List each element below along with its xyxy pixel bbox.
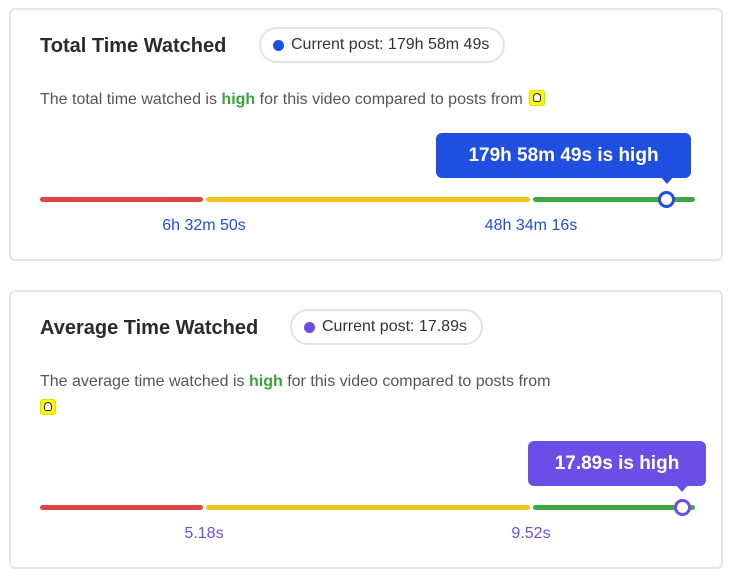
current-post-label: Current post: 17.89s [322,318,467,335]
tick-low-label: 5.18s [184,525,224,542]
card-title: Average Time Watched [40,317,259,339]
value-tooltip: 17.89s is high [528,441,706,493]
tooltip-pointer [675,484,689,492]
current-value-marker [658,191,675,208]
range-low-segment [40,505,203,510]
value-tooltip: 179h 58m 49s is high [436,133,691,185]
range-high-segment [533,505,695,510]
purple-dot-icon [304,321,315,333]
tooltip-text: 179h 58m 49s is high [468,144,659,166]
tick-high-label: 48h 34m 16s [484,217,578,234]
description-highlight: high [221,91,256,108]
total-time-watched-card: Total Time Watched Current post: 179h 58… [9,8,723,261]
tick-low-label: 6h 32m 50s [162,217,246,234]
description-text: The total time watched is [40,91,222,108]
tooltip-text: 17.89s is high [554,452,680,474]
tick-high-label: 9.52s [511,525,551,542]
description: The average time watched is high for thi… [40,368,650,422]
range-high-segment [533,197,695,202]
card-title: Total Time Watched [40,35,227,57]
current-post-pill: Current post: 17.89s [290,309,483,345]
description-text-end: for this video compared to posts from [255,91,523,108]
average-time-watched-card: Average Time Watched Current post: 17.89… [9,290,723,569]
range-low-segment [40,197,203,202]
tooltip-pointer [660,176,674,184]
description-text: The average time watched is [40,373,249,390]
blue-dot-icon [273,39,284,51]
current-post-label: Current post: 179h 58m 49s [291,36,490,53]
description-highlight: high [249,373,283,390]
description-text-end: for this video compared to posts from [282,373,551,390]
range-mid-segment [206,197,530,202]
snapchat-icon [528,90,545,106]
description: The total time watched is high for this … [40,86,680,113]
range-mid-segment [206,505,530,510]
current-post-pill: Current post: 179h 58m 49s [259,27,506,63]
snapchat-icon [40,399,56,415]
current-value-marker [674,499,691,516]
